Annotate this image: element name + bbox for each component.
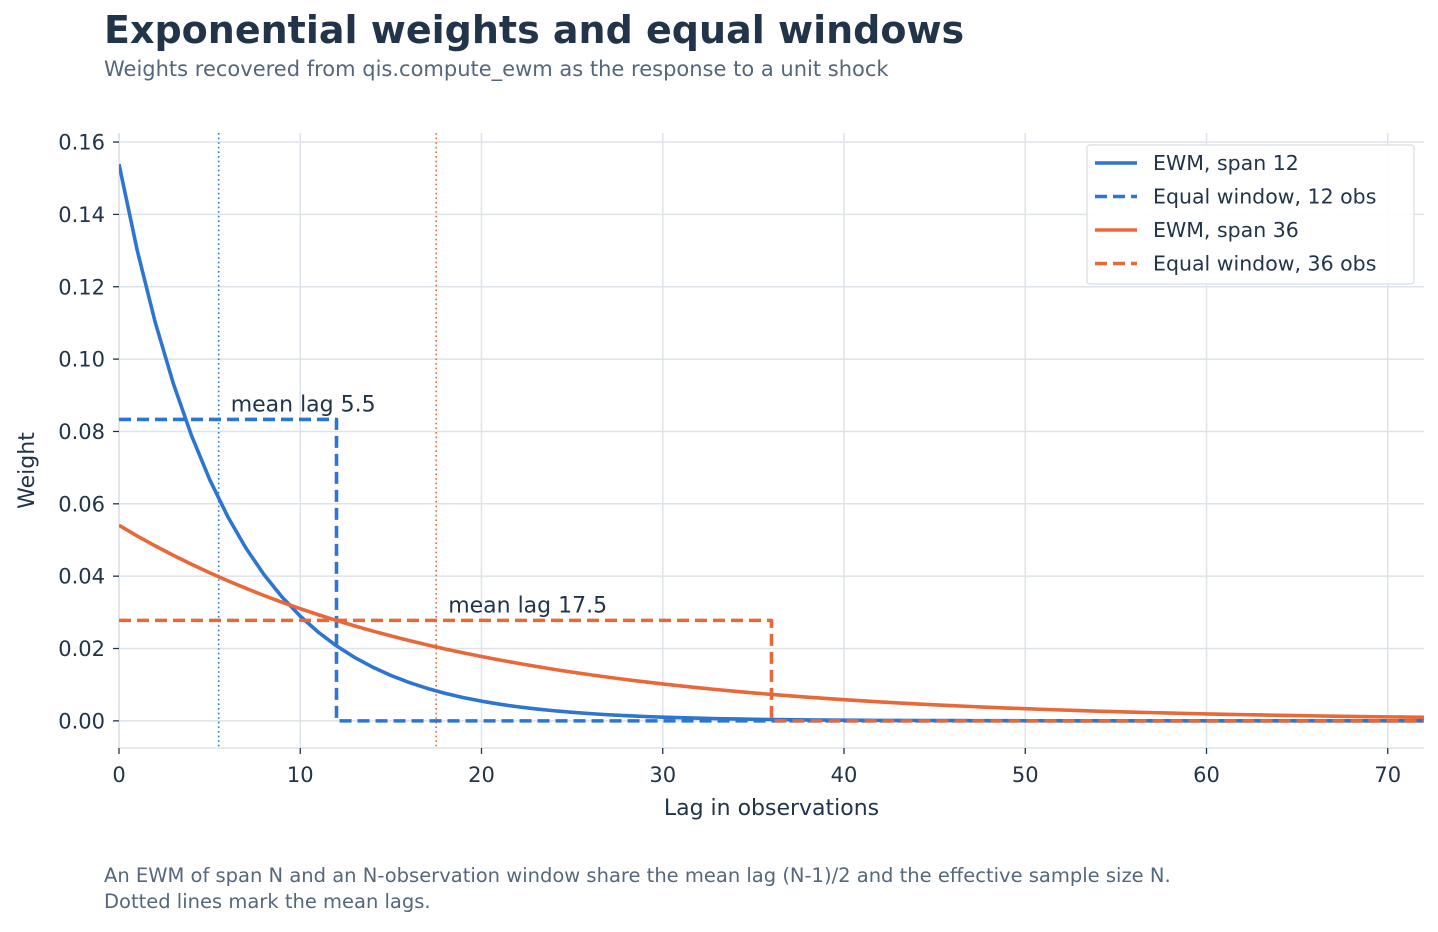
legend-label: EWM, span 36 — [1153, 218, 1299, 242]
mean-lag-label: mean lag 5.5 — [231, 393, 376, 418]
x-tick-label: 0 — [112, 763, 125, 787]
chart-title: Exponential weights and equal windows — [104, 8, 965, 52]
x-tick-label: 40 — [831, 763, 858, 787]
footnote: An EWM of span N and an N-observation wi… — [104, 863, 1171, 915]
series-line-window-36 — [119, 618, 1424, 723]
series-line-window-12 — [119, 417, 1424, 723]
y-axis-label: Weight — [15, 432, 40, 509]
legend: EWM, span 12 Equal window, 12 obs EWM, spa… — [1086, 144, 1415, 285]
x-tick-label: 70 — [1374, 763, 1401, 787]
x-tick-label: 30 — [649, 763, 676, 787]
x-tick-label: 50 — [1012, 763, 1039, 787]
chart-subtitle: Weights recovered from qis.compute_ewm a… — [104, 57, 889, 81]
footnote-line-2: Dotted lines mark the mean lags. — [104, 890, 431, 913]
y-tick-label: 0.04 — [58, 565, 105, 589]
legend-label: Equal window, 36 obs — [1153, 252, 1376, 276]
footnote-line-1: An EWM of span N and an N-observation wi… — [104, 864, 1171, 887]
y-tick-label: 0.16 — [58, 131, 105, 155]
y-tick-label: 0.12 — [58, 275, 105, 299]
annotations: mean lag 5.5 mean lag 17.5 — [231, 393, 607, 619]
series-layer — [119, 133, 1424, 748]
legend-box — [1086, 144, 1415, 285]
legend-label: Equal window, 12 obs — [1153, 185, 1376, 209]
x-tick-label: 20 — [468, 763, 495, 787]
y-tick-label: 0.10 — [58, 348, 105, 372]
x-tick-label: 10 — [287, 763, 314, 787]
x-axis-label: Lag in observations — [664, 796, 879, 821]
y-tick-label: 0.08 — [58, 420, 105, 444]
y-tick-label: 0.14 — [58, 203, 105, 227]
y-tick-label: 0.02 — [58, 637, 105, 661]
axes: 0 10 20 30 40 50 60 70 0.00 0.02 0.04 0.06 0.08 0.10 0… — [15, 131, 1424, 821]
y-tick-label: 0.00 — [58, 709, 105, 733]
y-tick-label: 0.06 — [58, 492, 105, 516]
legend-label: EWM, span 12 — [1153, 151, 1299, 175]
x-tick-label: 60 — [1193, 763, 1220, 787]
mean-lag-label: mean lag 17.5 — [448, 593, 607, 618]
